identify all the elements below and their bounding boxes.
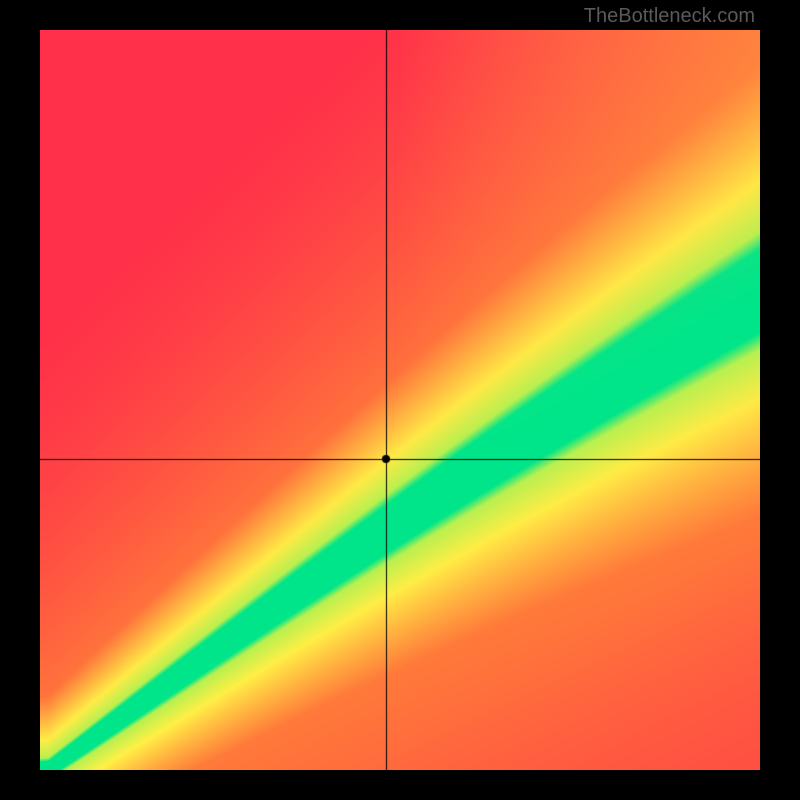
heatmap-chart <box>40 30 760 770</box>
heatmap-canvas <box>40 30 760 770</box>
watermark: TheBottleneck.com <box>0 0 800 30</box>
watermark-text: TheBottleneck.com <box>584 5 755 27</box>
